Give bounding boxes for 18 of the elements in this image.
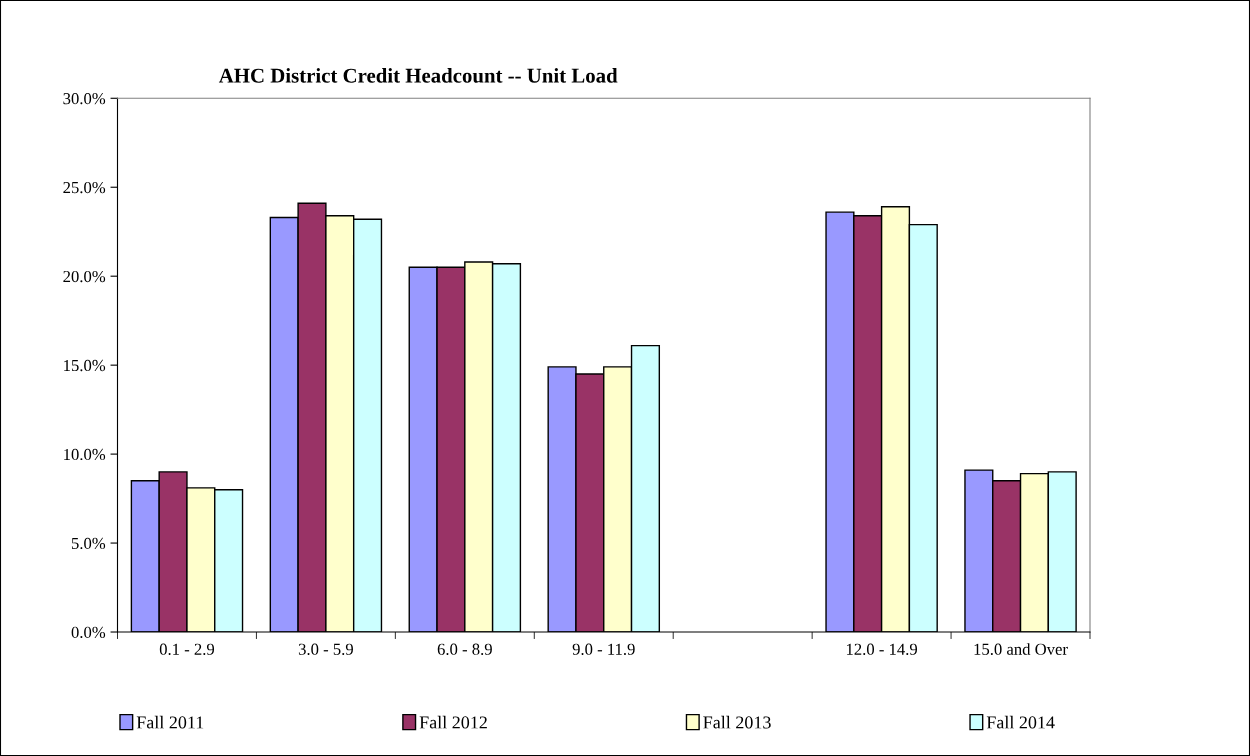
y-tick-label: 25.0% [63, 181, 106, 194]
y-tick-label: 5.0% [71, 537, 106, 550]
x-tick-label: 9.0 - 11.9 [572, 643, 635, 655]
x-tick-label: 3.0 - 5.9 [298, 643, 353, 655]
y-tick-label: 30.0% [63, 92, 106, 105]
x-tick-label: 6.0 - 8.9 [437, 643, 492, 655]
legend-label: Fall 2014 [986, 715, 1055, 729]
chart-title: AHC District Credit Headcount -- Unit Load [218, 68, 618, 83]
x-tick-label: 15.0 and Over [974, 643, 1068, 655]
x-tick-label: 12.0 - 14.9 [846, 643, 918, 655]
legend-label: Fall 2011 [136, 715, 204, 729]
x-tick-label: 0.1 - 2.9 [159, 643, 215, 655]
legend-label: Fall 2013 [703, 715, 771, 729]
y-tick-label: 20.0% [63, 270, 106, 283]
y-tick-label: 0.0% [71, 626, 106, 639]
y-tick-label: 10.0% [64, 448, 106, 461]
y-tick-label: 15.0% [64, 359, 106, 372]
legend-label: Fall 2012 [419, 715, 487, 729]
